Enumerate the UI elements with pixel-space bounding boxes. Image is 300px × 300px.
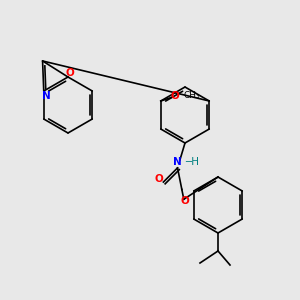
Text: O: O xyxy=(180,196,189,206)
Text: O: O xyxy=(170,91,179,101)
Text: N: N xyxy=(42,91,51,101)
Text: ─H: ─H xyxy=(185,157,199,167)
Text: N: N xyxy=(173,157,182,167)
Text: CH₃: CH₃ xyxy=(184,91,200,100)
Text: O: O xyxy=(66,68,74,78)
Text: O: O xyxy=(154,174,163,184)
